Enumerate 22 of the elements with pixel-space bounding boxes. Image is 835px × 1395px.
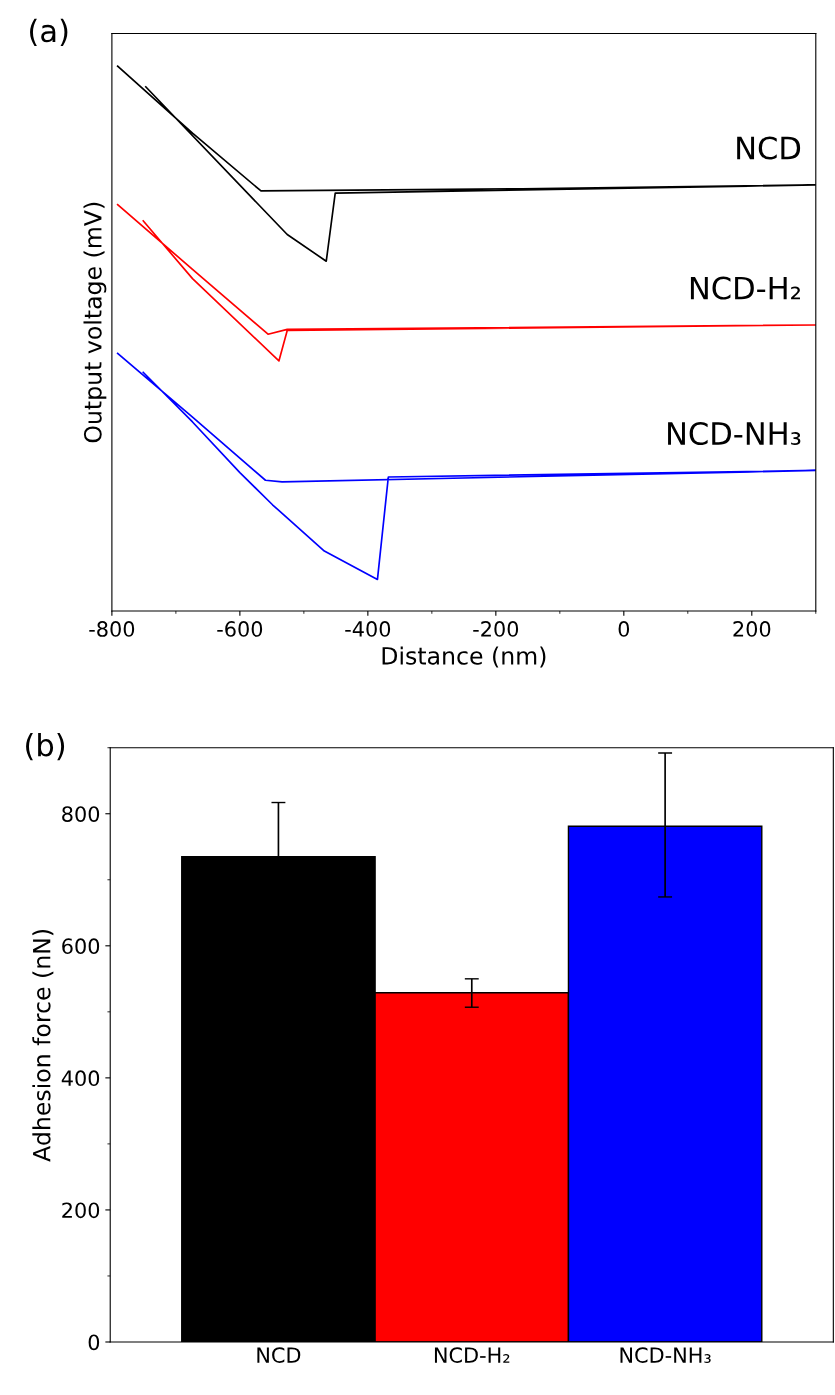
chart-title: (b) [26, 732, 65, 761]
y-tick-label: 0 [88, 1334, 100, 1351]
x-tick-label: -600 [217, 621, 263, 637]
y-tick-label: 400 [61, 1070, 100, 1087]
series-label: NCD-NH₃ [668, 421, 801, 446]
series-label: NCD-H₂ [690, 276, 800, 300]
y-axis-title: Adhesion force (nN) [32, 929, 54, 1162]
y-tick-label: 600 [62, 938, 100, 955]
x-axis-title: Distance (nm) [382, 646, 546, 668]
x-tick-label: 200 [733, 621, 771, 637]
x-tick-label: -200 [473, 621, 519, 637]
x-tick-label: NCD-H₂ [434, 1347, 510, 1363]
y-tick-label: 200 [62, 1202, 100, 1219]
y-tick-label: 800 [62, 806, 100, 822]
x-tick-label: NCD [257, 1347, 301, 1363]
x-tick-label: 0 [618, 621, 630, 637]
x-tick-label: NCD-NH₃ [620, 1347, 711, 1363]
chart-title: (a) [30, 18, 68, 46]
x-tick-label: -400 [345, 621, 391, 637]
series-label: NCD [737, 136, 801, 160]
y-axis-title: Output voltage (mV) [83, 202, 107, 443]
x-tick-label: -800 [89, 621, 135, 637]
